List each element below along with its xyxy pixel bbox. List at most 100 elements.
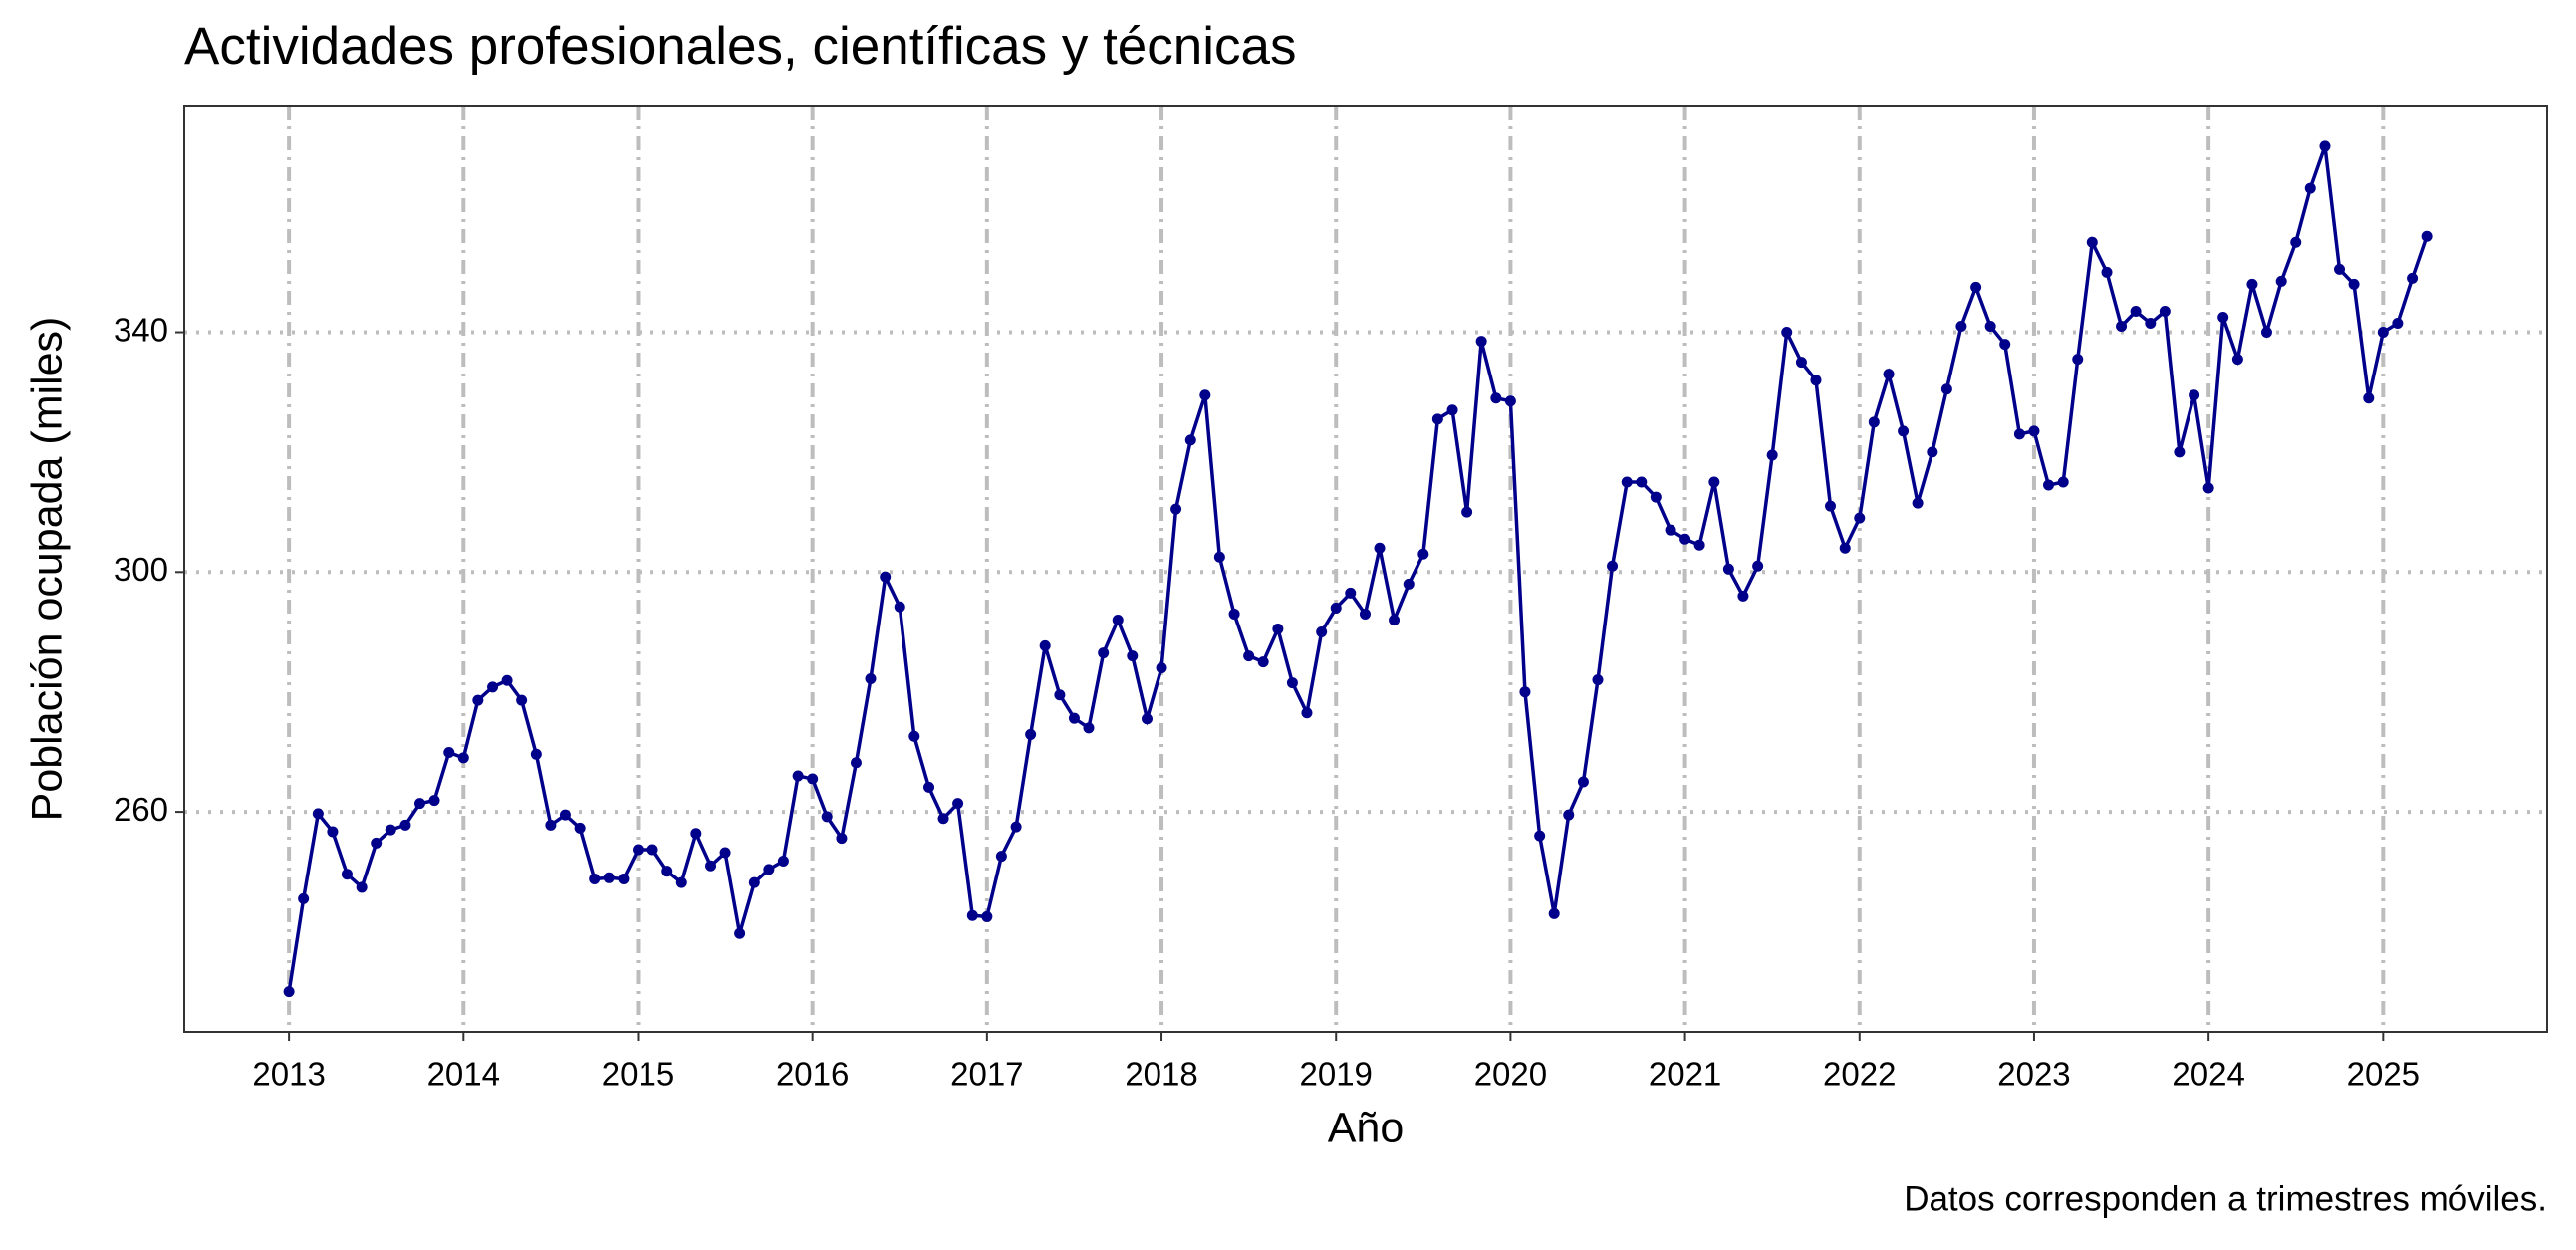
data-point	[574, 822, 586, 834]
data-point	[1301, 707, 1313, 719]
data-point	[2421, 230, 2433, 242]
data-point	[1389, 614, 1401, 625]
data-point	[1286, 677, 1298, 689]
data-point	[880, 571, 892, 583]
x-axis-title: Año	[1328, 1104, 1405, 1151]
data-point	[1112, 614, 1124, 625]
data-point	[1098, 647, 1110, 659]
data-point	[2101, 266, 2113, 278]
data-point	[748, 876, 760, 888]
data-point	[2319, 140, 2331, 152]
data-point	[1519, 686, 1531, 698]
data-point	[952, 798, 964, 810]
data-point	[1636, 476, 1648, 488]
data-point	[1970, 281, 1982, 293]
x-tick-label: 2023	[1997, 1056, 2070, 1093]
data-point	[908, 730, 920, 742]
data-point	[1940, 383, 1952, 395]
data-point	[2304, 182, 2316, 194]
data-point	[1737, 590, 1749, 602]
y-axis-title: Población ocupada (miles)	[23, 317, 71, 822]
data-point	[413, 798, 425, 810]
data-point	[2072, 354, 2084, 366]
data-point	[298, 892, 310, 904]
data-point	[1927, 446, 1938, 458]
data-point	[501, 674, 513, 686]
data-point	[923, 781, 935, 793]
data-point	[2145, 318, 2157, 330]
data-point	[675, 876, 687, 888]
y-tick-label: 340	[114, 311, 168, 348]
data-point	[690, 828, 702, 840]
data-point	[2392, 318, 2404, 330]
data-point	[763, 864, 775, 875]
data-point	[836, 833, 848, 845]
data-point	[1054, 689, 1066, 701]
plot-border	[183, 105, 2548, 1033]
data-point	[1607, 560, 1619, 572]
data-point	[1883, 369, 1895, 380]
data-point	[283, 986, 295, 998]
data-point	[821, 811, 833, 823]
data-point	[1534, 830, 1546, 842]
data-point	[530, 748, 542, 760]
data-point	[1330, 602, 1342, 614]
data-point	[2174, 446, 2186, 458]
data-point	[2348, 278, 2360, 290]
data-point	[966, 909, 978, 921]
data-point	[2217, 311, 2229, 323]
data-point	[2334, 263, 2346, 275]
data-point	[2057, 476, 2069, 488]
data-point	[603, 872, 615, 883]
data-point	[646, 844, 658, 856]
data-point	[981, 910, 993, 922]
data-point	[1010, 821, 1022, 833]
data-point	[1563, 809, 1575, 821]
data-point	[2130, 305, 2142, 317]
x-tick-label: 2024	[2172, 1056, 2244, 1093]
data-point	[2013, 428, 2025, 440]
data-point	[1621, 476, 1633, 488]
data-point	[472, 694, 484, 706]
data-point	[1199, 389, 1211, 401]
data-point	[443, 746, 455, 758]
data-point	[995, 851, 1007, 863]
data-point	[545, 819, 557, 831]
data-point	[2260, 327, 2272, 339]
x-tick-label: 2020	[1474, 1056, 1547, 1093]
data-point	[428, 795, 440, 807]
data-point	[1839, 542, 1851, 554]
data-point	[1345, 587, 1357, 599]
data-point	[618, 874, 630, 885]
data-point	[734, 927, 746, 939]
chart-title: Actividades profesionales, científicas y…	[184, 17, 1297, 76]
x-tick-label: 2013	[252, 1056, 325, 1093]
data-point	[327, 826, 339, 838]
data-point	[1068, 712, 1080, 724]
data-point	[661, 866, 673, 877]
y-tick-label: 260	[114, 791, 168, 828]
data-point	[1693, 539, 1705, 551]
data-point	[2290, 236, 2302, 248]
data-point	[1374, 542, 1386, 554]
data-point	[1359, 608, 1371, 620]
data-point	[2407, 272, 2419, 284]
data-point	[1083, 722, 1095, 734]
data-point	[2159, 305, 2171, 317]
x-tick-label: 2019	[1300, 1056, 1373, 1093]
data-point	[2275, 275, 2287, 287]
data-point	[1984, 321, 1996, 333]
data-point	[2042, 479, 2054, 491]
data-point	[356, 881, 368, 893]
x-tick-label: 2014	[427, 1056, 500, 1093]
x-tick-label: 2016	[776, 1056, 849, 1093]
data-point	[807, 773, 819, 785]
data-point	[1461, 506, 1473, 518]
data-point	[937, 813, 949, 825]
data-point	[1127, 650, 1139, 662]
data-point	[559, 809, 571, 821]
data-point	[1475, 336, 1487, 348]
data-point	[1213, 551, 1225, 563]
data-point	[1679, 533, 1691, 545]
